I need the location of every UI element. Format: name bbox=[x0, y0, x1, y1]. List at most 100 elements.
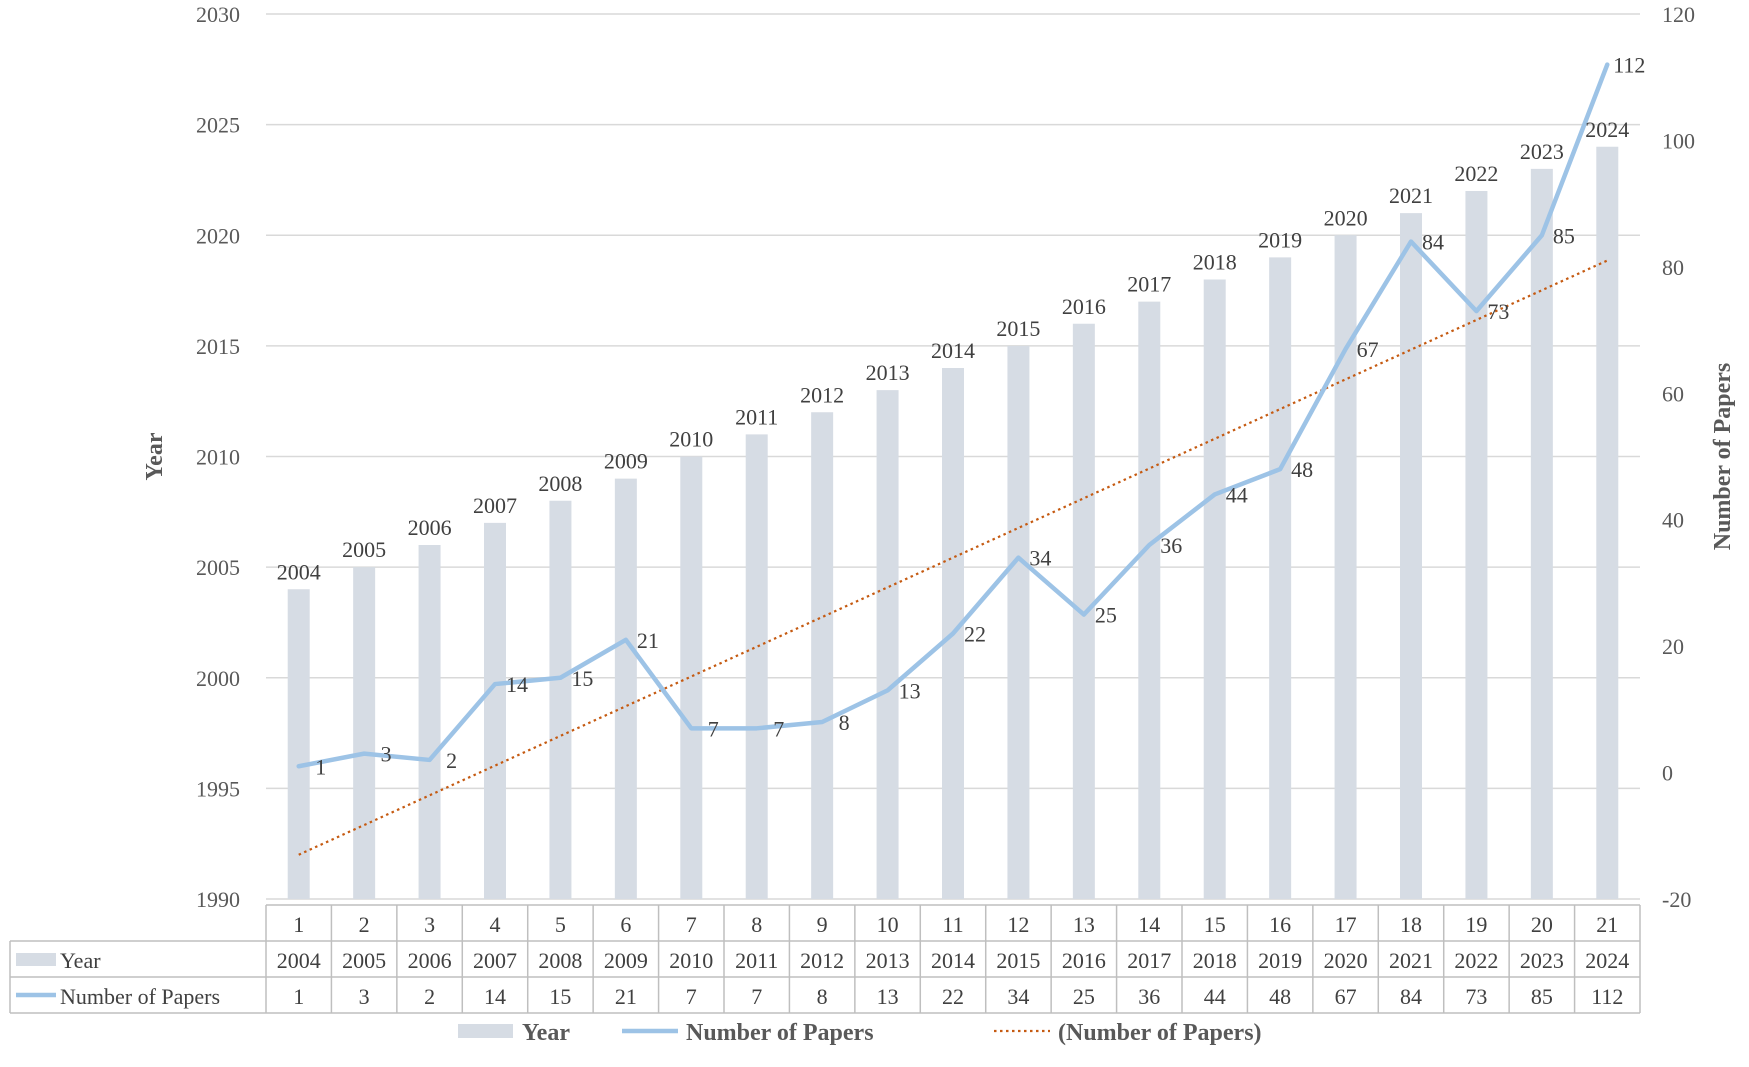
year-bar bbox=[1400, 213, 1422, 899]
year-bar bbox=[418, 545, 441, 899]
papers-data-label: 3 bbox=[381, 742, 392, 767]
table-cell: 48 bbox=[1269, 984, 1291, 1009]
year-bar bbox=[484, 522, 506, 899]
papers-line-layer bbox=[296, 62, 1610, 769]
table-cell: 25 bbox=[1073, 984, 1095, 1009]
table-cell: 73 bbox=[1465, 984, 1487, 1009]
table-cell: 1 bbox=[293, 984, 304, 1009]
table-cell: 67 bbox=[1335, 984, 1357, 1009]
table-cell: 2008 bbox=[538, 948, 582, 973]
x-category-label: 3 bbox=[424, 912, 435, 937]
x-category-label: 21 bbox=[1596, 912, 1618, 937]
x-category-label: 20 bbox=[1531, 912, 1553, 937]
year-bar-label: 2009 bbox=[604, 449, 648, 474]
y-right-tick-label: 120 bbox=[1662, 2, 1695, 27]
x-category-label: 13 bbox=[1073, 912, 1095, 937]
table-cell: 2006 bbox=[408, 948, 452, 973]
year-bar-label: 2012 bbox=[800, 382, 844, 407]
y-left-axis-title: Year bbox=[142, 432, 168, 480]
table-cell: 2020 bbox=[1324, 948, 1368, 973]
table-cell: 7 bbox=[686, 984, 697, 1009]
legend-label-papers: Number of Papers bbox=[686, 1020, 874, 1046]
table-cell: 2014 bbox=[931, 948, 975, 973]
table-cell: 22 bbox=[942, 984, 964, 1009]
papers-data-label: 84 bbox=[1422, 230, 1444, 255]
table-cell: 85 bbox=[1531, 984, 1553, 1009]
papers-data-label: 8 bbox=[839, 710, 850, 735]
x-category-label: 19 bbox=[1465, 912, 1487, 937]
axes: 199019952000200520102015202020252030-200… bbox=[142, 2, 1736, 912]
y-left-tick-label: 2000 bbox=[196, 666, 240, 691]
table-cell: 2021 bbox=[1389, 948, 1433, 973]
x-category-label: 2 bbox=[359, 912, 370, 937]
year-bar-label: 2022 bbox=[1454, 161, 1498, 186]
table-cell: 3 bbox=[359, 984, 370, 1009]
table-cell: 15 bbox=[549, 984, 571, 1009]
year-bar-label: 2007 bbox=[473, 493, 517, 518]
year-bar-label: 2004 bbox=[277, 559, 321, 584]
year-bar bbox=[1007, 345, 1030, 899]
year-bar bbox=[614, 478, 637, 899]
year-bar-label: 2020 bbox=[1324, 205, 1368, 230]
year-bar-label: 2017 bbox=[1127, 272, 1171, 297]
year-bar bbox=[549, 500, 572, 899]
table-cell: 2011 bbox=[735, 948, 778, 973]
papers-data-label: 36 bbox=[1160, 533, 1182, 558]
x-category-label: 16 bbox=[1269, 912, 1291, 937]
year-bar bbox=[1465, 191, 1488, 899]
year-bar bbox=[353, 567, 376, 899]
table-cell: 14 bbox=[484, 984, 506, 1009]
x-category-label: 7 bbox=[686, 912, 697, 937]
y-right-tick-label: 0 bbox=[1662, 761, 1673, 786]
x-category-label: 11 bbox=[942, 912, 963, 937]
table-cell: 7 bbox=[751, 984, 762, 1009]
table-cell: 84 bbox=[1400, 984, 1422, 1009]
x-category-label: 5 bbox=[555, 912, 566, 937]
papers-data-label: 21 bbox=[637, 628, 659, 653]
y-left-tick-label: 2025 bbox=[196, 113, 240, 138]
year-bar-label: 2014 bbox=[931, 338, 975, 363]
table-cell: 2013 bbox=[866, 948, 910, 973]
legend: Year Number of Papers (Number of Papers) bbox=[458, 1020, 1262, 1046]
table-cell: 2023 bbox=[1520, 948, 1564, 973]
table-cell: 2022 bbox=[1454, 948, 1498, 973]
table-cell: 2024 bbox=[1585, 948, 1629, 973]
table-row-label: Number of Papers bbox=[60, 984, 220, 1009]
x-category-label: 17 bbox=[1335, 912, 1357, 937]
year-bars bbox=[287, 146, 1619, 899]
table-cell: 2018 bbox=[1193, 948, 1237, 973]
papers-data-label: 67 bbox=[1357, 337, 1379, 362]
papers-data-label: 112 bbox=[1613, 53, 1645, 78]
x-category-label: 12 bbox=[1007, 912, 1029, 937]
x-category-label: 18 bbox=[1400, 912, 1422, 937]
year-bar-label: 2013 bbox=[866, 360, 910, 385]
table-cell: 34 bbox=[1007, 984, 1029, 1009]
year-bar-label: 2010 bbox=[669, 427, 713, 452]
year-bar bbox=[876, 390, 899, 899]
table-cell: 2004 bbox=[277, 948, 321, 973]
papers-data-label: 14 bbox=[506, 672, 528, 697]
y-right-tick-label: 20 bbox=[1662, 634, 1684, 659]
year-bar-label: 2006 bbox=[408, 515, 452, 540]
y-right-tick-label: 100 bbox=[1662, 128, 1695, 153]
year-bar-label: 2018 bbox=[1193, 250, 1237, 275]
papers-data-label: 15 bbox=[571, 666, 593, 691]
y-left-tick-label: 2015 bbox=[196, 334, 240, 359]
papers-data-label: 1 bbox=[315, 754, 326, 779]
table-cell: 112 bbox=[1591, 984, 1623, 1009]
x-category-label: 14 bbox=[1138, 912, 1160, 937]
papers-data-label: 48 bbox=[1291, 457, 1313, 482]
papers-data-label: 34 bbox=[1029, 546, 1051, 571]
table-cell: 2009 bbox=[604, 948, 648, 973]
papers-data-label: 7 bbox=[773, 716, 784, 741]
y-left-tick-label: 1990 bbox=[196, 887, 240, 912]
x-category-label: 8 bbox=[751, 912, 762, 937]
table-cell: 2016 bbox=[1062, 948, 1106, 973]
year-bar-label: 2008 bbox=[538, 471, 582, 496]
table-cell: 13 bbox=[877, 984, 899, 1009]
year-bar-label: 2015 bbox=[996, 316, 1040, 341]
papers-data-label: 7 bbox=[708, 716, 719, 741]
year-bar bbox=[745, 434, 768, 899]
x-category-label: 1 bbox=[293, 912, 304, 937]
